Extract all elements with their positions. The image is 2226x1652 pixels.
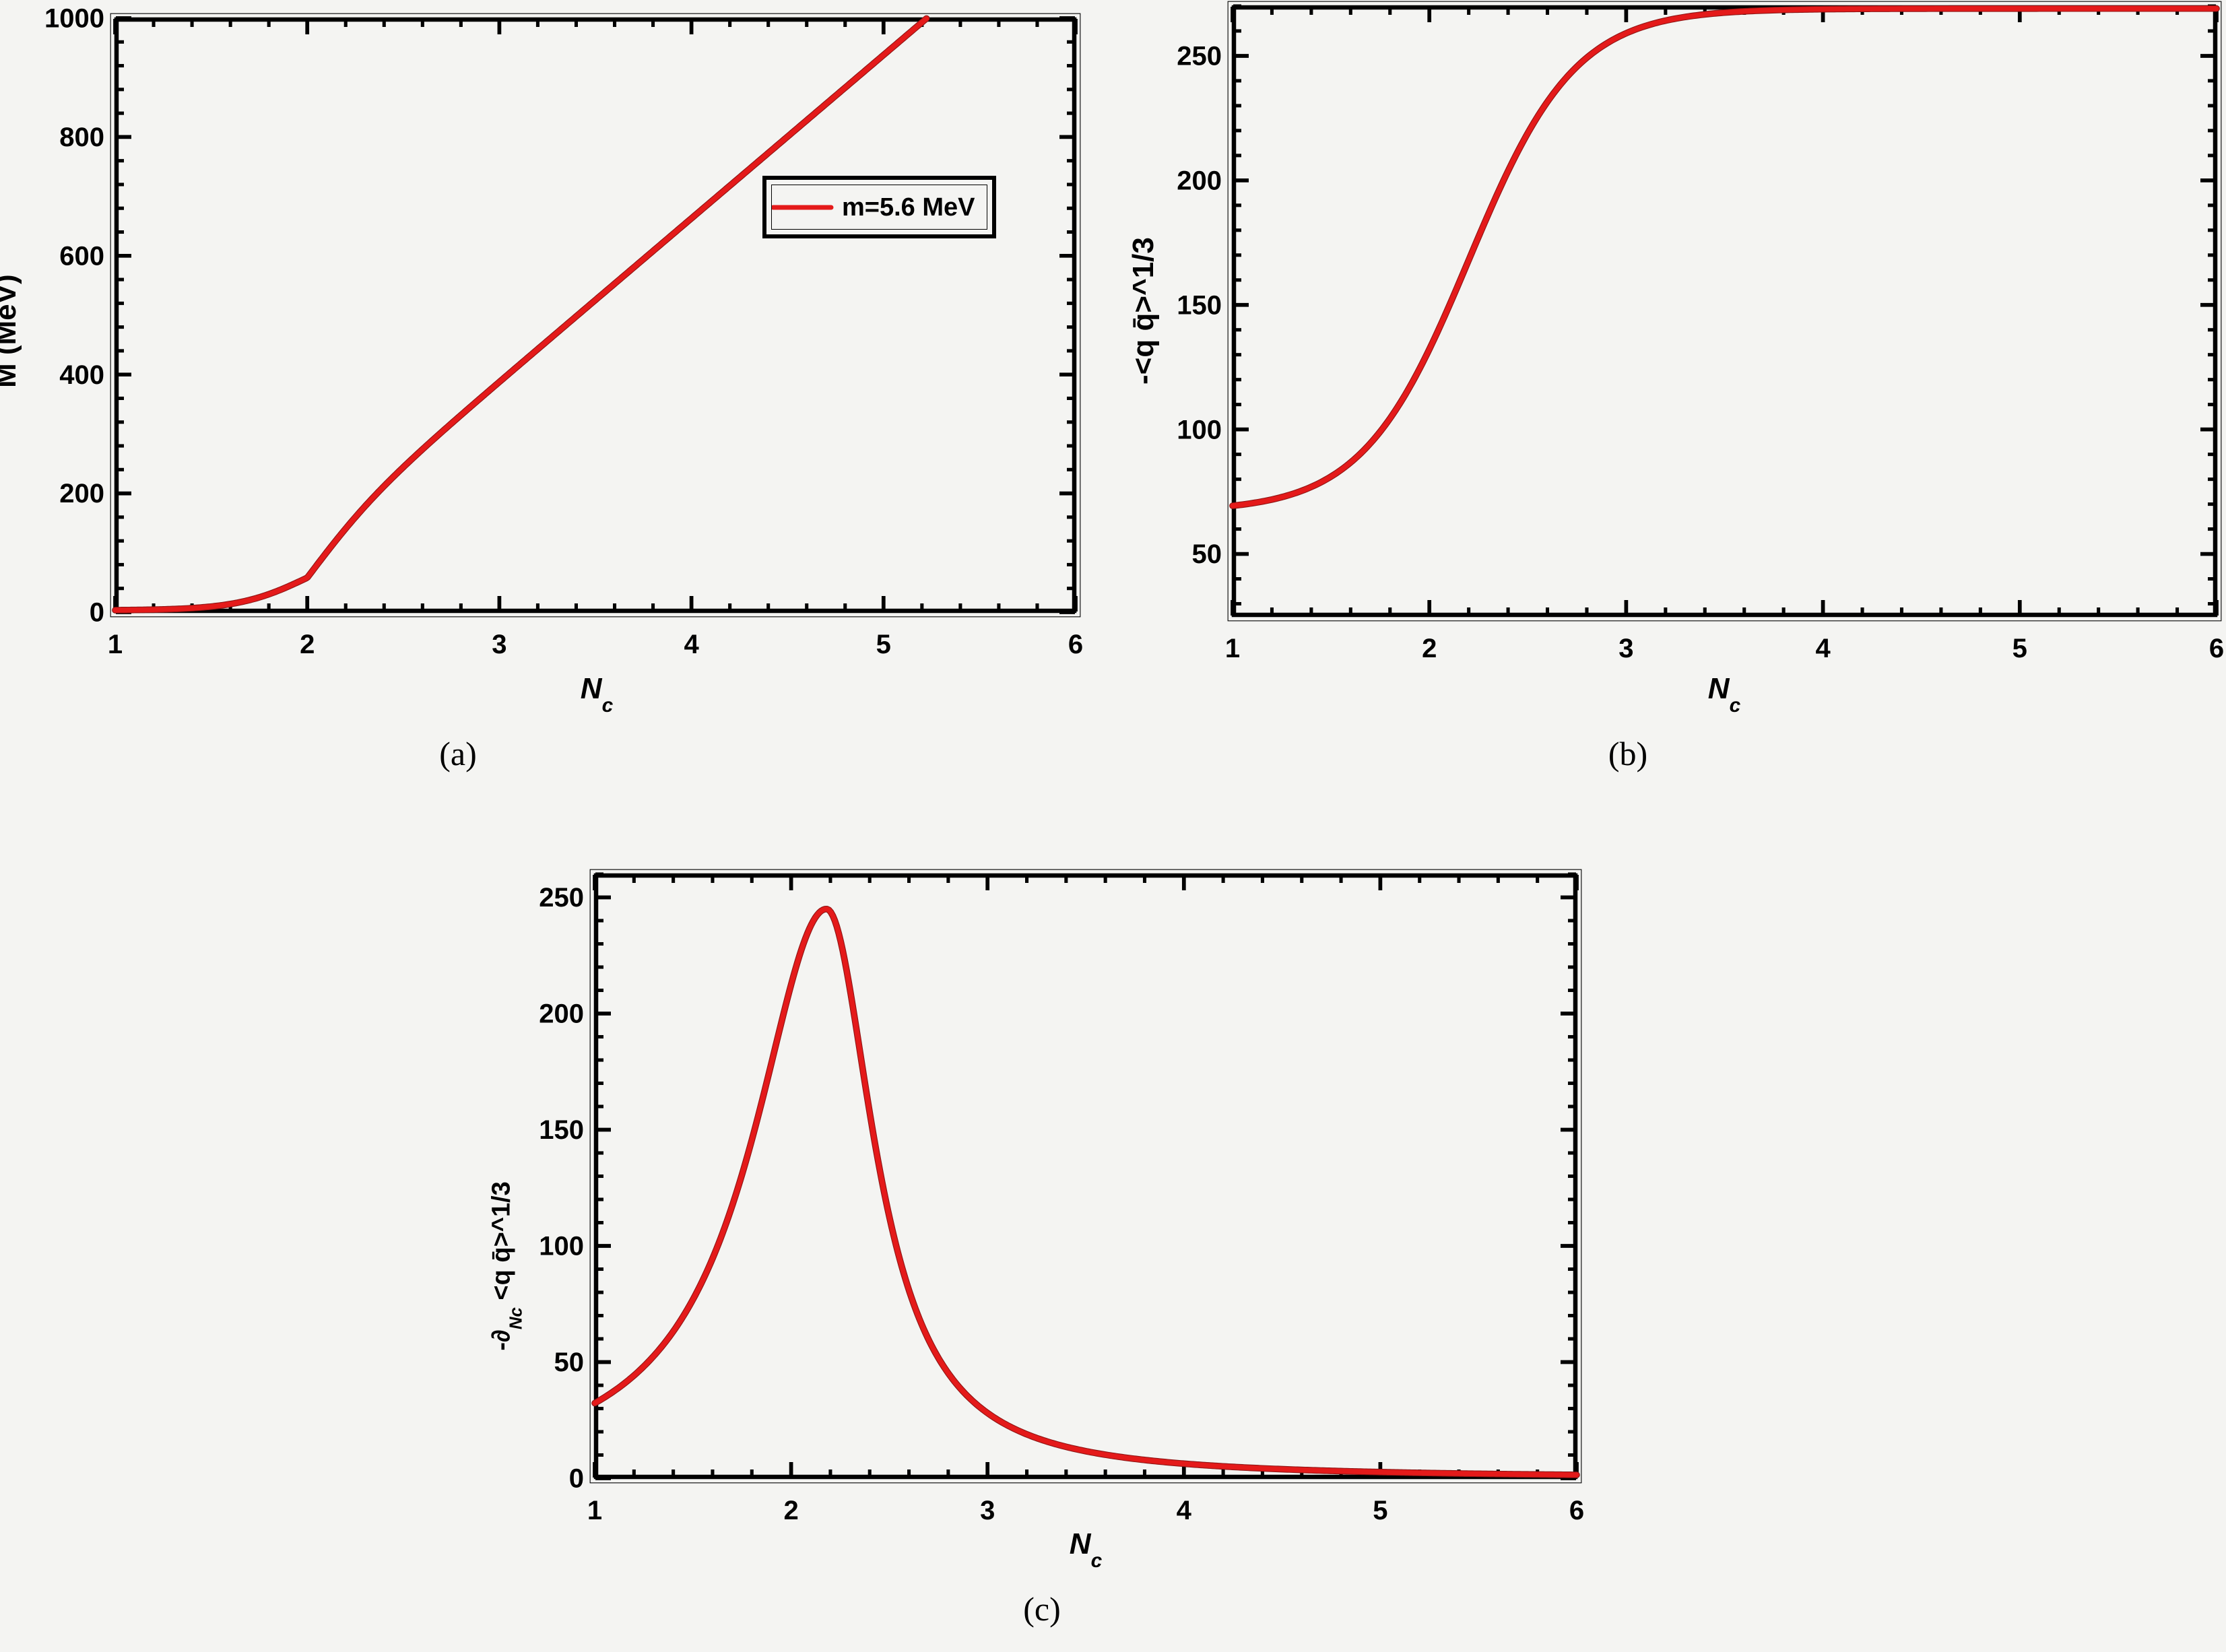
svg-text:6: 6 [1068, 630, 1083, 659]
svg-text:200: 200 [59, 479, 104, 508]
svg-text:3: 3 [980, 1496, 995, 1525]
svg-text:100: 100 [539, 1232, 584, 1261]
svg-text:200: 200 [1177, 166, 1222, 195]
svg-text:200: 200 [539, 999, 584, 1029]
svg-text:250: 250 [539, 883, 584, 913]
svg-text:6: 6 [1569, 1496, 1584, 1525]
svg-text:100: 100 [1177, 415, 1222, 444]
svg-text:400: 400 [59, 360, 104, 390]
svg-text:600: 600 [59, 241, 104, 271]
svg-text:50: 50 [554, 1348, 585, 1377]
svg-text:1: 1 [1225, 634, 1240, 663]
svg-text:2: 2 [1422, 634, 1437, 663]
svg-text:6: 6 [2209, 634, 2224, 663]
svg-text:5: 5 [1373, 1496, 1387, 1525]
svg-text:2: 2 [783, 1496, 798, 1525]
svg-text:150: 150 [1177, 290, 1222, 320]
svg-text:5: 5 [2012, 634, 2027, 663]
svg-text:1: 1 [108, 630, 123, 659]
svg-text:5: 5 [876, 630, 891, 659]
svg-text:1000: 1000 [44, 4, 104, 34]
svg-text:0: 0 [569, 1464, 584, 1494]
svg-text:3: 3 [1618, 634, 1633, 663]
svg-text:4: 4 [1177, 1496, 1192, 1525]
svg-text:50: 50 [1192, 539, 1222, 569]
svg-text:4: 4 [684, 630, 699, 659]
svg-text:250: 250 [1177, 42, 1222, 71]
svg-text:0: 0 [90, 598, 104, 628]
svg-text:1: 1 [587, 1496, 602, 1525]
svg-text:3: 3 [492, 630, 506, 659]
svg-text:150: 150 [539, 1115, 584, 1145]
svg-text:2: 2 [300, 630, 315, 659]
svg-text:4: 4 [1815, 634, 1831, 663]
svg-text:800: 800 [59, 123, 104, 152]
